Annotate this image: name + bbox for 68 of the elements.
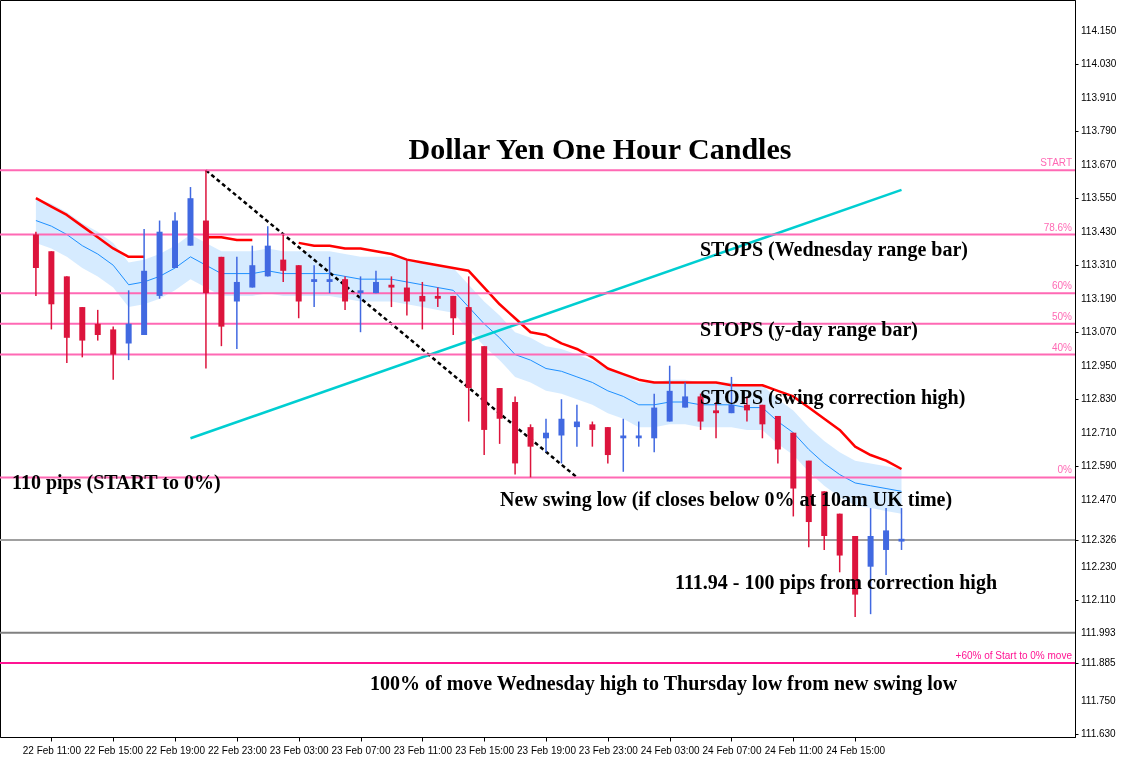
y-tick-label: 112.830 bbox=[1081, 393, 1117, 405]
candlestick bbox=[280, 233, 287, 283]
candlestick bbox=[311, 264, 318, 308]
y-tick-label: 112.950 bbox=[1081, 359, 1117, 371]
annotation: 110 pips (START to 0%) bbox=[12, 471, 221, 494]
y-tick-label: 111.993 bbox=[1081, 626, 1117, 638]
x-tick-label: 23 Feb 19:00 bbox=[517, 744, 577, 756]
annotation: 100% of move Wednesday high to Thursday low from new swing low bbox=[370, 672, 958, 695]
annotation: 40% bbox=[1051, 341, 1073, 353]
y-tick-label: 112.230 bbox=[1081, 560, 1117, 572]
annotation: STOPS (y-day range bar) bbox=[700, 318, 918, 341]
text: Dollar Yen One Hour Candles bbox=[408, 132, 792, 165]
annotation: 60% bbox=[1051, 280, 1073, 292]
y-tick-label: 112.110 bbox=[1081, 594, 1117, 606]
x-tick-label: 23 Feb 11:00 bbox=[393, 744, 453, 756]
y-tick-label: 113.790 bbox=[1081, 125, 1117, 137]
x-tick-label: 22 Feb 15:00 bbox=[84, 744, 144, 756]
candlestick bbox=[558, 398, 565, 465]
y-tick-label: 113.430 bbox=[1081, 225, 1117, 237]
x-tick-label: 23 Feb 23:00 bbox=[578, 744, 639, 756]
candlestick bbox=[388, 275, 395, 308]
candlestick bbox=[589, 420, 596, 448]
y-tick-label: 114.030 bbox=[1081, 58, 1117, 70]
annotation: START bbox=[1040, 157, 1072, 169]
x-tick-label: 24 Feb 15:00 bbox=[826, 744, 886, 756]
annotation: 78.6% bbox=[1043, 221, 1073, 233]
x-tick-label: 24 Feb 03:00 bbox=[640, 744, 701, 756]
candlestick bbox=[94, 309, 101, 342]
candlestick bbox=[527, 423, 534, 479]
candlestick bbox=[233, 256, 240, 350]
x-tick-label: 24 Feb 07:00 bbox=[702, 744, 762, 756]
y-tick-label: 111.885 bbox=[1081, 657, 1117, 669]
x-tick-label: 23 Feb 03:00 bbox=[269, 744, 330, 756]
candlestick bbox=[682, 381, 689, 409]
candlestick bbox=[759, 404, 766, 440]
annotation: 0% bbox=[1057, 464, 1073, 476]
y-tick-label: 111.750 bbox=[1081, 694, 1117, 706]
y-tick-label: 113.910 bbox=[1081, 91, 1117, 103]
x-tick-label: 23 Feb 07:00 bbox=[331, 744, 391, 756]
y-tick-label: 113.550 bbox=[1081, 192, 1117, 204]
candlestick bbox=[342, 275, 349, 311]
y-tick-label: 113.190 bbox=[1081, 292, 1117, 304]
annotation: +60% of Start to 0% move bbox=[955, 650, 1073, 662]
candlestick bbox=[419, 281, 426, 331]
y-tick-label: 112.470 bbox=[1081, 493, 1117, 505]
y-tick-label: 112.326 bbox=[1081, 533, 1117, 545]
x-tick-label: 22 Feb 19:00 bbox=[146, 744, 206, 756]
candlestick bbox=[326, 256, 333, 294]
x-tick-label: 22 Feb 23:00 bbox=[207, 744, 268, 756]
x-tick-label: 24 Feb 11:00 bbox=[764, 744, 824, 756]
x-tick-label: 22 Feb 11:00 bbox=[22, 744, 82, 756]
y-tick-label: 112.710 bbox=[1081, 426, 1117, 438]
candlestick bbox=[125, 289, 132, 361]
y-tick-label: 113.070 bbox=[1081, 326, 1117, 338]
x-tick-label: 23 Feb 15:00 bbox=[455, 744, 515, 756]
candlestick bbox=[434, 286, 441, 308]
y-tick-label: 114.150 bbox=[1081, 24, 1117, 36]
y-tick-label: 113.670 bbox=[1081, 158, 1117, 170]
candlestick bbox=[403, 258, 410, 317]
y-tick-label: 112.590 bbox=[1081, 460, 1117, 472]
candlestick bbox=[357, 275, 364, 333]
candlestick bbox=[249, 244, 256, 289]
annotation: 50% bbox=[1051, 310, 1073, 322]
candlestick bbox=[450, 295, 457, 336]
y-tick-label: 113.310 bbox=[1081, 259, 1117, 271]
candlestick bbox=[898, 507, 905, 551]
y-tick-label: 111.630 bbox=[1081, 728, 1117, 740]
candlestick bbox=[883, 507, 890, 576]
